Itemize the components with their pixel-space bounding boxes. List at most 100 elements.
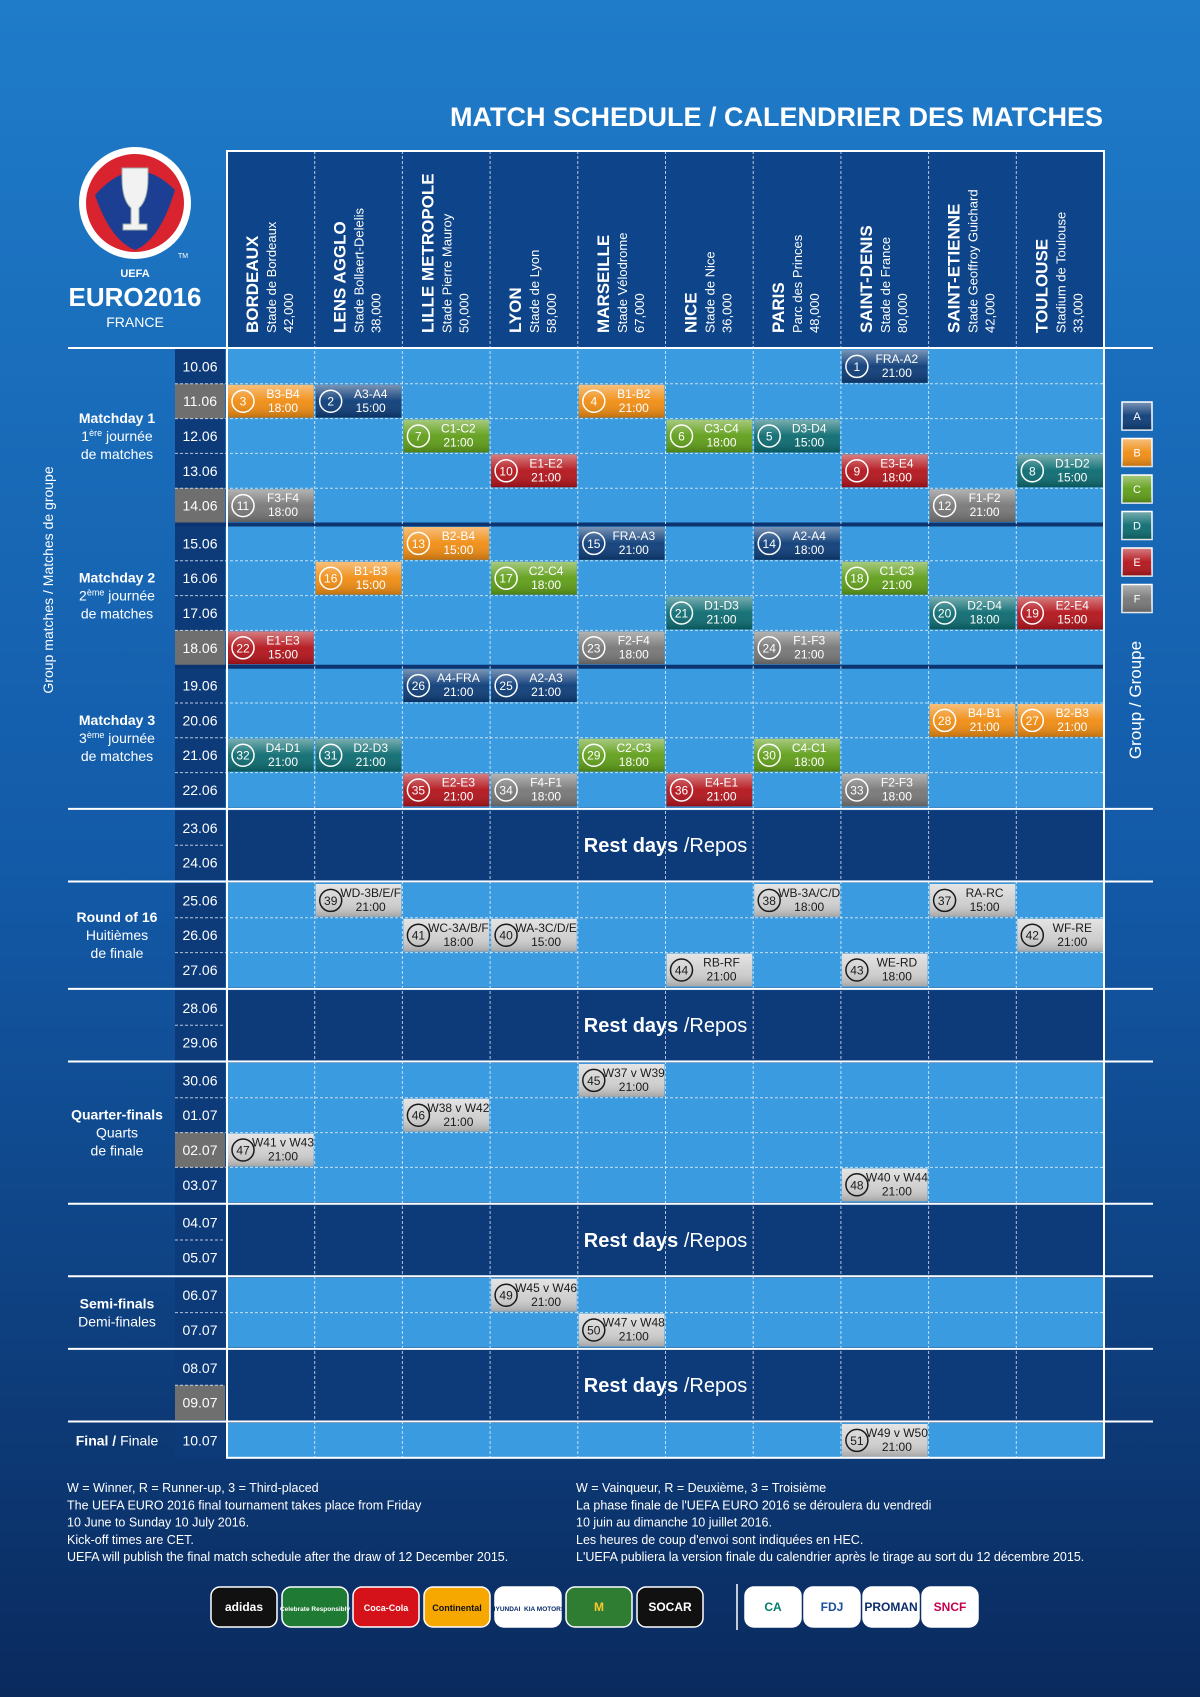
date-label: 19.06 (182, 678, 217, 694)
match-number-ring (231, 493, 255, 518)
match-time: 18:00 (619, 647, 649, 661)
date-label: 01.07 (182, 1107, 217, 1123)
match-number-ring (318, 566, 343, 590)
match-number-ring (757, 531, 781, 556)
match-time: 21:00 (706, 790, 736, 804)
sponsor-name: CA (764, 1600, 782, 1614)
date-label: 12.06 (182, 428, 217, 444)
stage-label: de finale (91, 945, 144, 961)
match-number-ring (582, 1068, 606, 1093)
match-teams: B2-B3 (1056, 706, 1090, 720)
text-part: /Repos (678, 1375, 747, 1397)
match-number: 14 (763, 537, 777, 551)
match-teams: W49 v W50 (866, 1426, 928, 1440)
venue-city: BORDEAUX (243, 235, 262, 333)
venue-city: MARSEILLE (594, 235, 613, 333)
stage-label: de matches (81, 606, 153, 622)
match-time: 18:00 (531, 790, 561, 804)
text-part: Final / (76, 1432, 117, 1448)
match-number-ring (845, 958, 869, 982)
date-label: 20.06 (182, 712, 217, 728)
match-number-ring (1020, 923, 1045, 947)
match-number: 26 (412, 679, 426, 693)
match-number: 16 (324, 572, 338, 586)
sponsor-logo (636, 1586, 704, 1628)
match-teams: E1-E2 (529, 456, 563, 470)
match-number: 10 (499, 464, 513, 478)
match-teams: D1-D2 (1055, 456, 1090, 470)
venue-city: SAINT-DENIS (857, 225, 876, 333)
match-time: 21:00 (356, 755, 386, 769)
sponsor-logo (281, 1586, 349, 1628)
match-teams: D2-D4 (967, 599, 1002, 613)
venue-city: SAINT-ETIENNE (945, 204, 964, 333)
date-cell (175, 703, 225, 738)
date-label: 10.07 (182, 1432, 217, 1448)
date-label: 06.07 (182, 1287, 217, 1303)
match-time: 18:00 (794, 900, 824, 914)
text-part: journée (104, 730, 155, 746)
text-part: journée (104, 588, 155, 604)
match-number: 25 (499, 679, 513, 693)
text-part: Rest days (584, 1015, 679, 1037)
date-cell (175, 845, 225, 880)
text-part: de matches (81, 446, 153, 462)
date-cell (175, 1350, 225, 1386)
venue-capacity: 58,000 (544, 293, 559, 333)
match-teams: W45 v W46 (515, 1281, 577, 1295)
venue-capacity: 50,000 (456, 293, 471, 333)
match-teams: B4-B1 (968, 706, 1002, 720)
match-number-ring (406, 923, 431, 947)
date-cell (175, 1167, 225, 1203)
date-label: 24.06 (182, 855, 217, 871)
match-number-ring (757, 743, 781, 767)
match-number: 31 (324, 749, 338, 763)
footnote: The UEFA EURO 2016 final tournament take… (67, 1498, 422, 1512)
group-legend-label: F (1134, 594, 1141, 606)
sponsor-name: M (594, 1600, 604, 1614)
match-time: 18:00 (794, 755, 824, 769)
match-number: 2 (327, 395, 334, 409)
match-teams: C1-C2 (441, 422, 476, 436)
match-number: 24 (763, 641, 777, 655)
match-number: 9 (854, 464, 861, 478)
rest-label: Rest days /Repos (584, 1230, 747, 1252)
footnote: 10 juin au dimanche 10 juillet 2016. (576, 1516, 772, 1530)
stage-label: Semi-finals (80, 1296, 155, 1312)
match-number-ring (932, 888, 957, 913)
match-teams: E4-E1 (705, 776, 739, 790)
date-label: 28.06 (182, 1000, 217, 1016)
match-time: 18:00 (882, 790, 912, 804)
venue-stadium: Stade de Lyon (527, 250, 542, 333)
match-teams: WB-3A/C/D (778, 886, 840, 900)
match-number: 6 (678, 430, 685, 444)
footnote: Kick-off times are CET. (67, 1533, 194, 1547)
match-number: 47 (236, 1144, 250, 1158)
match-number-ring (932, 493, 957, 518)
footnote: 10 June to Sunday 10 July 2016. (67, 1516, 249, 1530)
date-label: 14.06 (182, 498, 217, 514)
group-legend-label: D (1133, 521, 1141, 533)
match-time: 18:00 (619, 755, 649, 769)
footnote: L'UEFA publiera la version finale du cal… (576, 1550, 1084, 1564)
date-cell (175, 1132, 225, 1168)
date-label: 04.07 (182, 1215, 217, 1231)
match-teams: W37 v W39 (603, 1066, 665, 1080)
date-label: 10.06 (182, 358, 217, 374)
logo: UEFA TM EURO2016 FRANCE (69, 147, 201, 330)
match-number: 32 (236, 749, 250, 763)
venue-capacity: 38,000 (369, 293, 384, 333)
match-time: 21:00 (970, 505, 1000, 519)
schedule-grid: BORDEAUX Stade de Bordeaux 42,000 LENS AGGL… (67, 150, 1153, 1630)
text-part: /Repos (678, 1015, 747, 1037)
group-legend-label: C (1133, 484, 1141, 496)
match-number: 27 (1026, 714, 1040, 728)
text-part: Matchday 2 (79, 570, 155, 586)
match-number: 11 (237, 499, 250, 513)
match-number-ring (582, 743, 606, 767)
match-time: 21:00 (1057, 720, 1087, 734)
text-part: Quarter-finals (71, 1107, 163, 1123)
date-cell (175, 668, 225, 703)
venue-stadium: Stadium de Toulouse (1053, 212, 1068, 333)
